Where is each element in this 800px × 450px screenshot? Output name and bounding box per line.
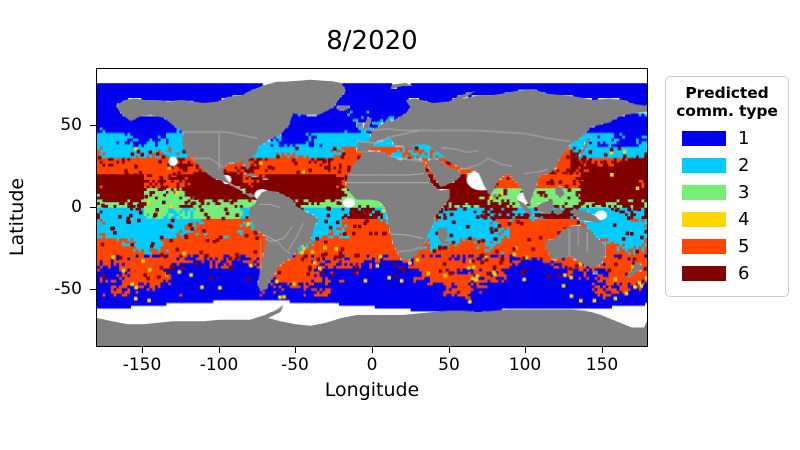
- x-axis-label: Longitude: [324, 379, 420, 401]
- legend-title-line2: comm. type: [676, 102, 778, 120]
- legend-label-1: 1: [738, 127, 750, 149]
- legend-label-4: 4: [738, 208, 750, 230]
- xtick-label-0: 0: [366, 355, 378, 375]
- xtick-label-minus100: -100: [199, 355, 239, 375]
- xtick-mark-minus100: [219, 347, 220, 353]
- legend-swatch-5: [682, 239, 726, 254]
- legend-label-2: 2: [738, 154, 750, 176]
- legend-item-4[interactable]: 4: [674, 206, 780, 233]
- xtick-label-minus150: -150: [122, 355, 162, 375]
- legend-label-3: 3: [738, 181, 750, 203]
- legend-title: Predicted comm. type: [674, 84, 780, 120]
- legend-item-5[interactable]: 5: [674, 233, 780, 260]
- legend-swatch-4: [682, 212, 726, 227]
- xtick-mark-0: [372, 347, 373, 353]
- xtick-label-minus50: -50: [281, 355, 309, 375]
- legend-item-3[interactable]: 3: [674, 179, 780, 206]
- page-title: 8/2020: [326, 26, 418, 56]
- ytick-label-0: 0: [71, 197, 82, 217]
- legend-title-line1: Predicted: [685, 84, 769, 102]
- xtick-mark-minus150: [142, 347, 143, 353]
- xtick-label-150: 150: [585, 355, 619, 375]
- ytick-label-minus50: -50: [54, 279, 82, 299]
- xtick-label-50: 50: [438, 355, 460, 375]
- y-axis-label: Latitude: [6, 177, 28, 257]
- ytick-label-50: 50: [60, 115, 82, 135]
- legend-label-5: 5: [738, 235, 750, 257]
- ytick-mark-0: [90, 207, 96, 208]
- xtick-label-100: 100: [508, 355, 542, 375]
- legend-item-6[interactable]: 6: [674, 260, 780, 287]
- xtick-mark-50: [449, 347, 450, 353]
- ytick-mark-minus50: [90, 289, 96, 290]
- legend-swatch-1: [682, 131, 726, 146]
- community-type-map: [97, 69, 647, 346]
- legend-swatch-2: [682, 158, 726, 173]
- legend-label-6: 6: [738, 262, 750, 284]
- legend-item-2[interactable]: 2: [674, 152, 780, 179]
- legend-swatch-6: [682, 266, 726, 281]
- map-plot-area: [96, 68, 648, 347]
- legend-item-1[interactable]: 1: [674, 125, 780, 152]
- xtick-mark-minus50: [295, 347, 296, 353]
- legend: Predicted comm. type 1 2 3 4 5 6: [665, 76, 789, 297]
- ytick-mark-50: [90, 125, 96, 126]
- xtick-mark-150: [602, 347, 603, 353]
- legend-swatch-3: [682, 185, 726, 200]
- xtick-mark-100: [525, 347, 526, 353]
